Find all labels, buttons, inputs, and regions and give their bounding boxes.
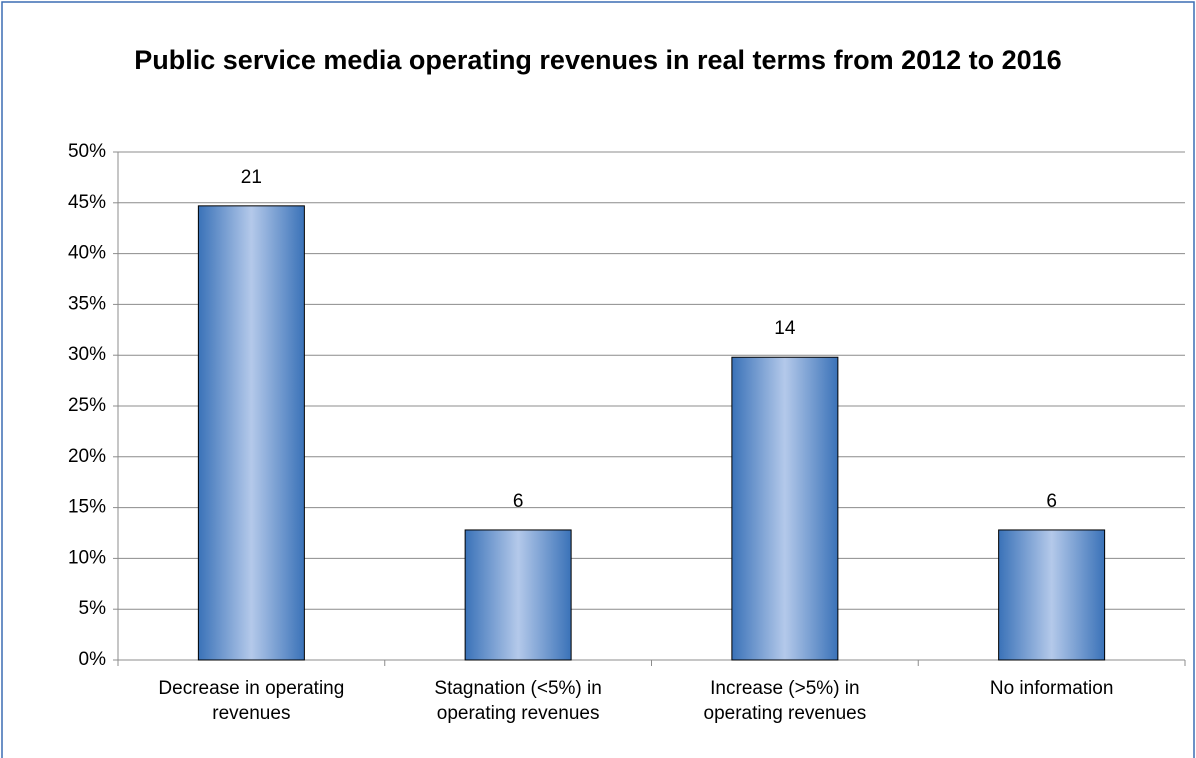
y-tick-label: 20% xyxy=(68,446,106,467)
y-tick-label: 5% xyxy=(79,598,107,619)
y-tick-label: 50% xyxy=(68,141,106,162)
bar xyxy=(464,529,572,661)
y-tick-label: 35% xyxy=(68,293,106,314)
y-tick-label: 30% xyxy=(68,344,106,365)
x-tick-label: Decrease in operating revenues xyxy=(158,678,345,724)
x-tick-label: No information xyxy=(989,678,1114,699)
data-label: 14 xyxy=(774,318,796,339)
bar xyxy=(731,356,839,661)
data-label: 6 xyxy=(513,491,524,512)
x-tick-label: Stagnation (<5%) in operating revenues xyxy=(434,678,602,724)
y-tick-label: 10% xyxy=(68,547,106,568)
chart-title: Public service media operating revenues … xyxy=(134,45,1061,75)
bar xyxy=(197,205,305,661)
bar xyxy=(998,529,1106,661)
data-label: 21 xyxy=(241,167,262,188)
y-tick-label: 25% xyxy=(68,395,106,416)
y-tick-label: 40% xyxy=(68,243,106,264)
y-tick-label: 45% xyxy=(68,192,106,213)
x-tick-label: Increase (>5%) in operating revenues xyxy=(703,678,867,724)
y-tick-label: 0% xyxy=(79,649,107,670)
y-tick-label: 15% xyxy=(68,497,106,518)
data-label: 6 xyxy=(1046,491,1057,512)
